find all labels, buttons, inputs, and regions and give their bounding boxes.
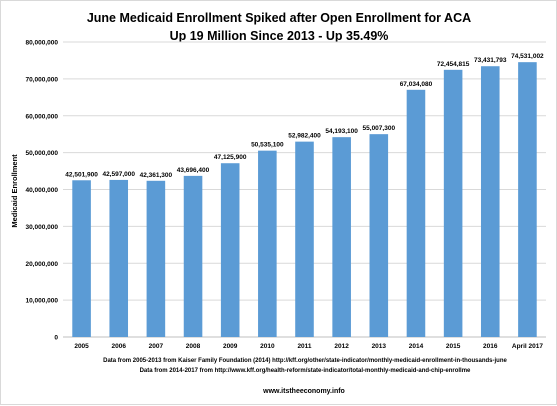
data-label: 74,531,002 (511, 53, 544, 60)
y-tick-label: 0 (54, 335, 58, 342)
bar (443, 69, 463, 337)
data-label: 50,535,100 (251, 142, 284, 149)
bar (72, 180, 91, 337)
y-tick-label: 20,000,000 (25, 261, 58, 268)
data-label: 42,361,300 (140, 172, 173, 179)
bar (146, 180, 166, 337)
chart-subtitle: Up 19 Million Since 2013 - Up 35.49% (170, 29, 389, 43)
x-tick-label: April 2017 (512, 343, 543, 350)
bar (518, 62, 537, 337)
bar (480, 66, 500, 337)
x-tick-label: 2009 (223, 343, 238, 350)
y-tick-label: 70,000,000 (25, 76, 58, 83)
y-tick-label: 60,000,000 (25, 113, 58, 120)
bar (369, 134, 389, 337)
data-label: 55,007,300 (363, 125, 396, 132)
x-tick-label: 2014 (409, 343, 424, 350)
x-tick-label: 2011 (297, 343, 311, 350)
data-labels: 42,501,900 42,597,000 42,361,300 43,696,400… (65, 53, 544, 179)
data-label: 47,125,900 (214, 154, 247, 161)
source-note-2: Data from 2014-2017 from http://www.kff.… (140, 368, 471, 374)
y-tick-label: 30,000,000 (25, 224, 58, 231)
data-label: 52,982,400 (288, 133, 321, 140)
data-label: 42,501,900 (65, 171, 98, 178)
y-axis-title: Medicaid Enrollment (10, 154, 19, 228)
x-tick-label: 2015 (446, 343, 461, 350)
bar (406, 89, 426, 337)
bar (109, 179, 129, 337)
x-axis-tick-labels: 2005 2006 2007 2008 2009 2010 2011 2012 2013 2014… (74, 343, 543, 350)
chart-title: June Medicaid Enrollment Spiked after Op… (87, 11, 471, 25)
x-tick-label: 2016 (483, 343, 498, 350)
x-tick-label: 2013 (372, 343, 387, 350)
x-tick-label: 2010 (260, 343, 275, 350)
data-label: 54,193,100 (325, 128, 358, 135)
data-label: 67,034,080 (400, 81, 433, 88)
website-credit: www.itstheeconomy.info (262, 388, 345, 395)
y-tick-label: 50,000,000 (25, 150, 58, 157)
x-tick-label: 2008 (186, 343, 201, 350)
bar (295, 141, 314, 337)
data-label: 43,696,400 (177, 167, 210, 174)
y-tick-label: 10,000,000 (25, 298, 58, 305)
bar (183, 175, 203, 337)
data-label: 73,431,793 (474, 57, 507, 64)
data-label: 42,597,000 (102, 171, 135, 178)
y-axis-tick-labels: 0 10,000,000 20,000,000 30,000,000 40,000,00… (25, 40, 58, 342)
bars (72, 62, 537, 337)
x-tick-label: 2006 (111, 343, 126, 350)
bar (258, 150, 277, 337)
source-note-1: Data from 2005-2013 from Kaiser Family F… (103, 358, 507, 364)
bar (220, 163, 240, 337)
x-tick-label: 2012 (334, 343, 349, 350)
data-label: 72,454,815 (437, 61, 470, 68)
y-tick-label: 40,000,000 (25, 187, 58, 194)
y-tick-label: 80,000,000 (25, 40, 58, 47)
bar (332, 137, 351, 337)
x-tick-label: 2005 (74, 343, 89, 350)
x-tick-label: 2007 (149, 343, 164, 350)
